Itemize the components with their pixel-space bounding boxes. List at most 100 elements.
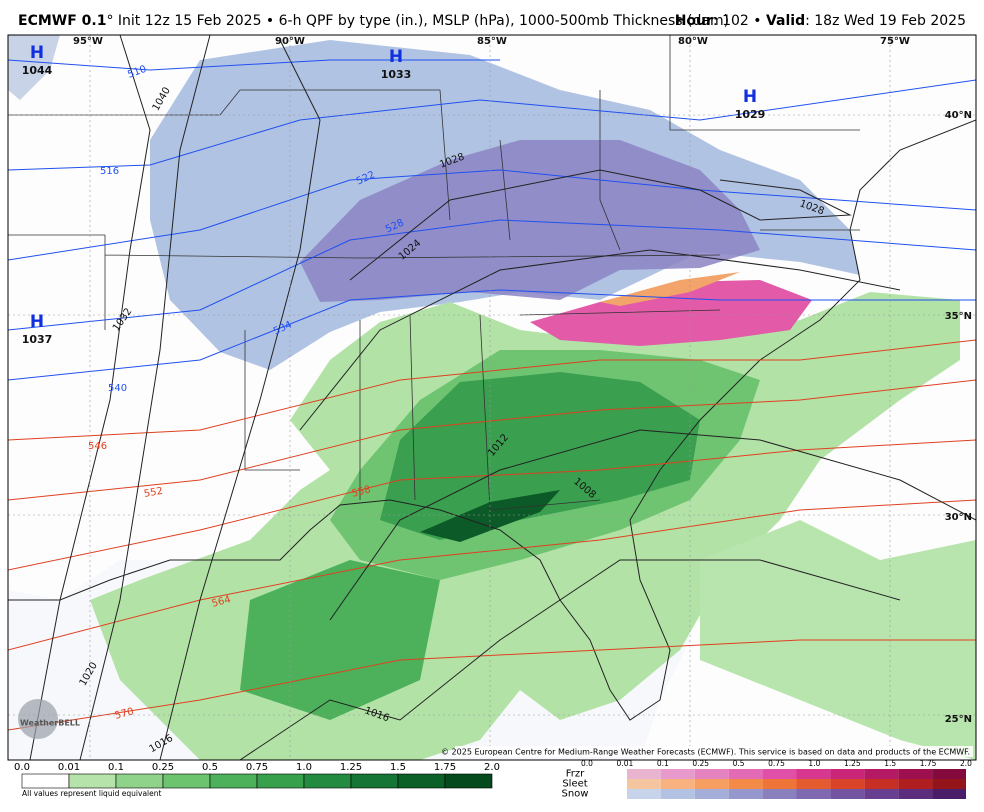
precip-type-tick-label: 2.0 [960, 759, 972, 768]
rain-color-swatch [21, 773, 70, 789]
precip-type-swatch [898, 769, 933, 779]
watermark: WeatherBELL [20, 719, 80, 728]
precip-type-swatch [660, 789, 695, 799]
longitude-label: 75°W [880, 36, 910, 47]
precip-type-tick-label: 0.25 [692, 759, 709, 768]
precip-type-tick-label: 0.1 [657, 759, 669, 768]
high-pressure-value: 1029 [735, 108, 766, 121]
precip-type-swatch [864, 789, 899, 799]
precip-type-swatch [830, 789, 865, 799]
legend: All values represent liquid equivalent 0… [14, 759, 972, 800]
precip-type-swatch [796, 789, 831, 799]
thickness-label: 516 [100, 166, 119, 177]
rain-tick-label: 1.0 [296, 762, 312, 773]
precip-type-swatch [864, 779, 899, 789]
precip-type-swatch [627, 789, 661, 799]
rain-color-swatch [303, 773, 352, 789]
precip-type-swatch [796, 779, 831, 789]
rain-tick-label: 0.1 [108, 762, 124, 773]
isobar [349, 169, 852, 281]
thickness-line [8, 439, 976, 571]
precip-type-swatch [694, 769, 729, 779]
rain-color-swatch [444, 773, 493, 789]
valid-value: : 18z Wed 19 Feb 2025 [805, 13, 966, 29]
precip-type-swatch [898, 789, 933, 799]
snow-lake-region [8, 35, 60, 100]
rain-tick-label: 0.25 [152, 762, 174, 773]
rain-color-swatch [209, 773, 258, 789]
precip-type-swatch [694, 779, 729, 789]
thickness-line [8, 339, 976, 441]
precip-type-tick-label: 0.75 [768, 759, 785, 768]
thickness-line [8, 169, 976, 261]
valid-time: Hour: 102 • Valid: 18z Wed 19 Feb 2025 [675, 13, 966, 29]
precip-type-swatch [728, 789, 763, 799]
thickness-label: 552 [143, 486, 164, 500]
isobar [299, 249, 901, 431]
title-description: ° Init 12z 15 Feb 2025 • 6-h QPF by type… [106, 13, 729, 29]
longitude-label: 85°W [477, 36, 507, 47]
high-pressure-value: 1033 [381, 68, 412, 81]
latitude-label: 35°N [945, 311, 972, 322]
precip-type-tick-label: 1.75 [920, 759, 937, 768]
isobar [29, 35, 151, 760]
rain-heavy [380, 372, 700, 540]
thickness-label: 546 [88, 441, 107, 452]
precip-type-swatch [762, 779, 797, 789]
credit-background [455, 746, 973, 757]
precip-type-label: Frzr [566, 769, 585, 780]
model-name: ECMWF 0.1 [18, 13, 106, 29]
precip-type-tick-label: 0.01 [617, 759, 634, 768]
precip-type-swatch [796, 769, 831, 779]
legend-note: All values represent liquid equivalent [22, 789, 161, 798]
thickness-label: 558 [351, 484, 372, 500]
map: 95°W 90°W 85°W 80°W 75°W 40°N 35°N 30°N … [7, 34, 977, 761]
latitude-label: 25°N [945, 714, 972, 725]
precip-type-label: Snow [562, 789, 589, 800]
precip-type-swatch [728, 779, 763, 789]
precip-type-swatch [864, 769, 899, 779]
rain-color-swatch [256, 773, 305, 789]
sleet [600, 272, 740, 306]
precip-type-label: Sleet [562, 779, 587, 790]
precip-type-swatch [762, 769, 797, 779]
isobar [329, 429, 976, 621]
thickness-line [8, 219, 976, 331]
precip-type-swatch [660, 779, 695, 789]
rain-color-swatch [397, 773, 446, 789]
isobar [159, 39, 321, 760]
rain-color-swatch [162, 773, 211, 789]
precip-type-swatch [830, 769, 865, 779]
rain-tick-label: 1.25 [340, 762, 362, 773]
precip-type-tick-label: 1.5 [884, 759, 896, 768]
longitude-label: 80°W [678, 36, 708, 47]
high-pressure-value: 1037 [22, 333, 53, 346]
precip-type-swatch [898, 779, 933, 789]
precip-type-tick-label: 0.0 [581, 759, 593, 768]
hour-label: Hour [675, 13, 713, 29]
precip-type-swatch [932, 769, 966, 779]
high-pressure-marker: H [743, 87, 757, 107]
watermark-logo [18, 699, 58, 739]
valid-label: Valid [766, 13, 805, 29]
rain-tick-label: 0.5 [202, 762, 218, 773]
precip-type-swatch [728, 769, 763, 779]
rain-tick-label: 2.0 [484, 762, 500, 773]
precip-type-swatch [627, 779, 661, 789]
isobar [79, 35, 211, 760]
high-pressure-marker: H [30, 312, 44, 332]
thickness-label: 564 [211, 594, 232, 610]
thickness-line [8, 289, 976, 381]
rain-tick-label: 0.0 [14, 762, 30, 773]
precip-type-tick-label: 1.0 [808, 759, 820, 768]
thickness-line [8, 639, 976, 731]
precip-type-swatch [932, 779, 966, 789]
precip-type-swatch [932, 789, 966, 799]
precip-type-tick-label: 0.5 [733, 759, 745, 768]
thickness-label: 540 [108, 383, 127, 394]
credit: © 2025 European Centre for Medium-Range … [441, 748, 970, 757]
rain-tick-label: 1.75 [434, 762, 456, 773]
precip-type-swatch [627, 769, 661, 779]
title: ECMWF 0.1° Init 12z 15 Feb 2025 • 6-h QP… [18, 13, 729, 29]
